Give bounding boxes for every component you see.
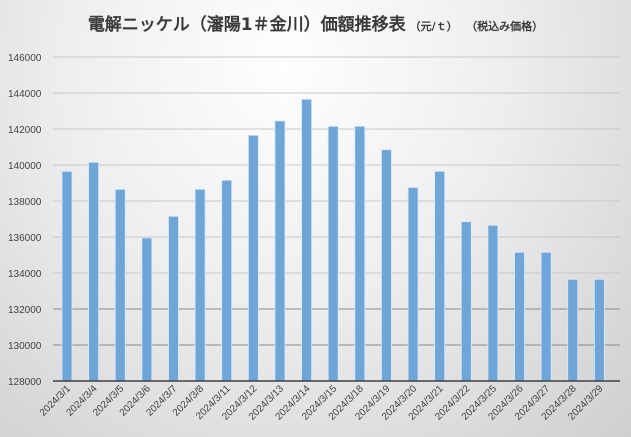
y-tick-label: 146000 <box>8 53 42 64</box>
title-main: 電解ニッケル（瀋陽1＃金川）価額推移表 <box>87 15 406 35</box>
bar <box>168 215 179 382</box>
bar <box>487 224 499 382</box>
title-note: （税込み価格） <box>471 20 544 33</box>
y-tick-label: 142000 <box>8 125 42 136</box>
bar <box>567 278 579 382</box>
bar <box>194 188 206 382</box>
bar <box>593 278 605 382</box>
bar <box>381 149 392 382</box>
y-tick-label: 132000 <box>8 305 42 316</box>
bar <box>327 125 339 382</box>
y-tick-label: 144000 <box>8 89 42 100</box>
y-tick-label: 134000 <box>8 269 42 280</box>
bar <box>460 221 472 382</box>
y-tick-label: 130000 <box>8 341 42 352</box>
chart-title: 電解ニッケル（瀋陽1＃金川）価額推移表 （元/ｔ） （税込み価格） <box>0 10 631 35</box>
y-tick-label: 140000 <box>8 161 42 172</box>
y-tick-label: 128000 <box>8 377 42 388</box>
bar <box>221 179 233 382</box>
bar <box>301 98 312 382</box>
bar <box>354 125 366 382</box>
title-unit: （元/ｔ） <box>409 20 458 33</box>
bar <box>514 251 525 382</box>
bar <box>274 120 286 382</box>
bar <box>61 170 73 382</box>
bar <box>540 251 552 382</box>
y-tick-label: 136000 <box>8 233 42 244</box>
bar <box>141 237 153 382</box>
bar <box>247 134 259 382</box>
y-tick-label: 138000 <box>8 197 42 208</box>
bar <box>114 188 126 382</box>
bar <box>434 170 446 382</box>
bar <box>407 187 419 382</box>
bar <box>88 161 100 382</box>
